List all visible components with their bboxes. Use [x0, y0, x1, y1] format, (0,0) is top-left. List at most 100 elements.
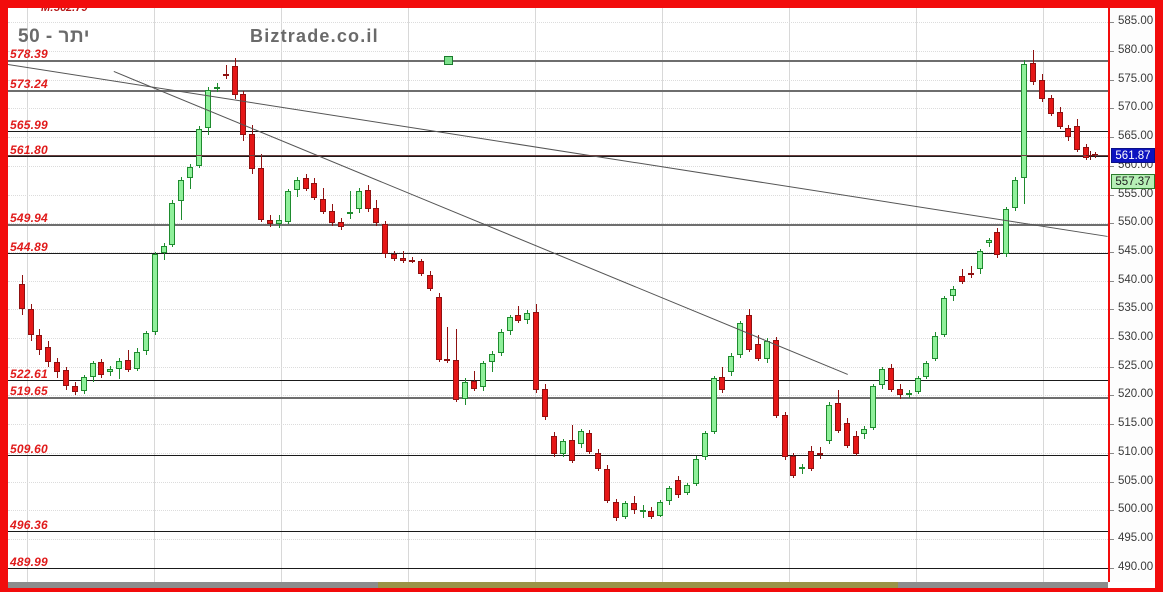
price-level-line[interactable]	[8, 89, 1108, 92]
price-level-label: 565.99	[10, 118, 48, 133]
symbol-title: יתר - 50	[18, 26, 90, 47]
price-level-label: 573.24	[10, 76, 48, 91]
horizontal-gridline	[8, 251, 1108, 254]
axis-tick	[1110, 280, 1114, 282]
brand-watermark: Biztrade.co.il	[250, 26, 379, 46]
horizontal-gridline	[8, 51, 1108, 53]
horizontal-gridline	[8, 481, 1108, 484]
axis-tick-label: 520.00	[1118, 388, 1154, 401]
price-level-line[interactable]	[8, 252, 1108, 254]
price-level-line[interactable]	[8, 531, 1108, 533]
horizontal-gridline	[8, 165, 1108, 168]
axis-tick-label: 545.00	[1118, 244, 1154, 257]
axis-tick-label: 570.00	[1118, 101, 1154, 114]
price-level-label: 489.99	[10, 554, 48, 569]
axis-tick	[1110, 251, 1114, 253]
scrollbar-thumb[interactable]	[378, 582, 898, 588]
axis-tick-label: 500.00	[1118, 503, 1154, 516]
axis-tick	[1110, 108, 1114, 110]
axis-tick-label: 490.00	[1118, 560, 1154, 573]
vertical-gridline	[27, 8, 28, 582]
axis-tick-label: 530.00	[1118, 331, 1154, 344]
vertical-gridline	[281, 8, 282, 582]
horizontal-gridline	[8, 79, 1108, 82]
price-level-line[interactable]	[8, 567, 1108, 569]
axis-tick-label: 550.00	[1118, 216, 1154, 229]
axis-tick-label: 525.00	[1118, 359, 1154, 372]
axis-tick-label: 580.00	[1118, 44, 1154, 57]
price-plot-area[interactable]: 578.39 573.24 565.99 561.80 549.94 544.89 522.…	[8, 8, 1108, 582]
scrollbar-track[interactable]	[8, 582, 1108, 588]
axis-tick-label: 540.00	[1118, 273, 1154, 286]
axis-tick-label: 555.00	[1118, 187, 1154, 200]
axis-tick	[1110, 424, 1114, 426]
horizontal-gridline	[8, 366, 1108, 369]
horizontal-gridline	[8, 194, 1108, 197]
chart-canvas[interactable]: 578.39 573.24 565.99 561.80 549.94 544.89 522.…	[8, 8, 1155, 582]
vertical-gridline	[789, 8, 790, 582]
axis-tick-label: 510.00	[1118, 445, 1154, 458]
axis-tick	[1110, 223, 1114, 225]
vertical-gridline	[916, 8, 917, 582]
horizontal-gridline	[8, 137, 1108, 139]
price-level-line[interactable]	[8, 397, 1108, 400]
axis-tick	[1110, 309, 1114, 311]
price-level-label: 496.36	[10, 518, 48, 533]
horizontal-gridline	[8, 395, 1108, 397]
clipped-quote-text: M:562.79	[41, 8, 88, 14]
axis-tick-label: 495.00	[1118, 531, 1154, 544]
price-level-line[interactable]	[8, 455, 1108, 457]
price-level-label: 522.61	[10, 367, 48, 382]
price-level-label: 578.39	[10, 47, 48, 62]
price-axis[interactable]: 585.00 580.00 575.00 570.00 565.00 560.00 555.…	[1108, 8, 1155, 582]
vertical-gridline	[662, 8, 663, 582]
horizontal-gridline	[8, 452, 1108, 455]
horizontal-gridline	[8, 309, 1108, 311]
axis-tick	[1110, 51, 1114, 53]
green-square-marker[interactable]	[444, 56, 453, 66]
last-price-badge: 561.87	[1111, 148, 1155, 164]
horizontal-gridline	[8, 280, 1108, 283]
axis-tick	[1110, 510, 1114, 512]
horizontal-gridline	[8, 22, 1108, 24]
horizontal-scrollbar[interactable]	[8, 582, 1155, 588]
price-level-line[interactable]	[8, 380, 1108, 382]
axis-tick	[1110, 395, 1114, 397]
price-level-label: 509.60	[10, 442, 48, 457]
price-level-label: 544.89	[10, 239, 48, 254]
axis-tick	[1110, 165, 1114, 167]
vertical-gridline	[1043, 8, 1044, 582]
horizontal-gridline	[8, 424, 1108, 426]
axis-tick	[1110, 338, 1114, 340]
axis-tick-label: 515.00	[1118, 417, 1154, 430]
axis-tick-label: 565.00	[1118, 130, 1154, 143]
chart-header: M:562.79 יתר - 50 Biztrade.co.il	[8, 8, 1108, 48]
cursor-price-line	[8, 155, 1108, 157]
horizontal-gridline	[8, 510, 1108, 512]
cursor-crosshair-icon	[1086, 151, 1095, 161]
axis-tick	[1110, 79, 1114, 81]
horizontal-gridline	[8, 538, 1108, 541]
price-level-line[interactable]	[8, 223, 1108, 226]
price-level-line[interactable]	[8, 131, 1108, 133]
price-level-label: 561.80	[10, 142, 48, 157]
horizontal-gridline	[8, 108, 1108, 110]
price-level-label: 549.94	[10, 210, 48, 225]
axis-tick-label: 505.00	[1118, 474, 1154, 487]
axis-tick-label: 585.00	[1118, 15, 1154, 28]
axis-tick	[1110, 137, 1114, 139]
axis-tick	[1110, 366, 1114, 368]
vertical-gridline	[408, 8, 409, 582]
axis-tick-label: 535.00	[1118, 302, 1154, 315]
axis-tick	[1110, 567, 1114, 569]
price-level-line[interactable]	[8, 60, 1108, 63]
axis-tick	[1110, 538, 1114, 540]
axis-tick-label: 575.00	[1118, 72, 1154, 85]
vertical-gridline	[535, 8, 536, 582]
axis-tick	[1110, 194, 1114, 196]
axis-tick	[1110, 452, 1114, 454]
axis-tick	[1110, 481, 1114, 483]
prev-close-badge: 557.37	[1111, 173, 1155, 189]
price-level-label: 519.65	[10, 384, 48, 399]
